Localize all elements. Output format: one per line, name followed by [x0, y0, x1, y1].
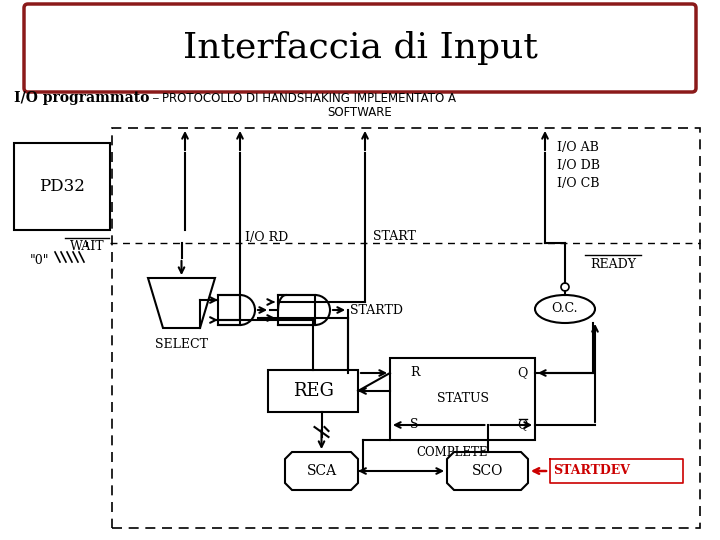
Circle shape	[561, 283, 569, 291]
FancyBboxPatch shape	[24, 4, 696, 92]
Text: REG: REG	[292, 382, 333, 400]
Text: R: R	[410, 367, 420, 380]
Text: SCA: SCA	[307, 464, 336, 478]
Text: O.C.: O.C.	[552, 302, 578, 315]
Text: START: START	[373, 231, 416, 244]
Polygon shape	[447, 452, 528, 490]
Bar	[14, 143, 110, 230]
Text: Q: Q	[517, 367, 527, 380]
Text: STARTD: STARTD	[350, 303, 403, 316]
Bar	[112, 128, 700, 528]
Text: PROTOCOLLO DI HANDSHAKING IMPLEMENTATO A: PROTOCOLLO DI HANDSHAKING IMPLEMENTATO A	[162, 91, 456, 105]
Text: I/O AB
I/O DB
I/O CB: I/O AB I/O DB I/O CB	[557, 140, 600, 190]
Text: I/O RD: I/O RD	[245, 231, 288, 244]
Text: COMPLETE: COMPLETE	[417, 446, 488, 458]
Text: Q: Q	[517, 418, 527, 431]
Text: Interfaccia di Input: Interfaccia di Input	[183, 31, 537, 65]
Polygon shape	[285, 452, 358, 490]
Text: "0": "0"	[30, 253, 50, 267]
Text: WAIT: WAIT	[70, 240, 104, 253]
Text: PD32: PD32	[39, 178, 85, 195]
Text: SOFTWARE: SOFTWARE	[328, 105, 392, 118]
Text: SELECT: SELECT	[155, 338, 208, 350]
Text: READY: READY	[590, 258, 636, 271]
Text: STATUS: STATUS	[436, 393, 488, 406]
Bar	[218, 295, 240, 325]
Polygon shape	[148, 278, 215, 328]
Bar	[268, 370, 358, 412]
Ellipse shape	[535, 295, 595, 323]
Bar	[278, 295, 315, 325]
Text: –: –	[148, 91, 163, 105]
Text: SCO: SCO	[472, 464, 503, 478]
Text: STARTDEV: STARTDEV	[553, 464, 630, 477]
Text: S: S	[410, 418, 418, 431]
Text: I/O programmato: I/O programmato	[14, 91, 149, 105]
Bar	[390, 358, 535, 440]
